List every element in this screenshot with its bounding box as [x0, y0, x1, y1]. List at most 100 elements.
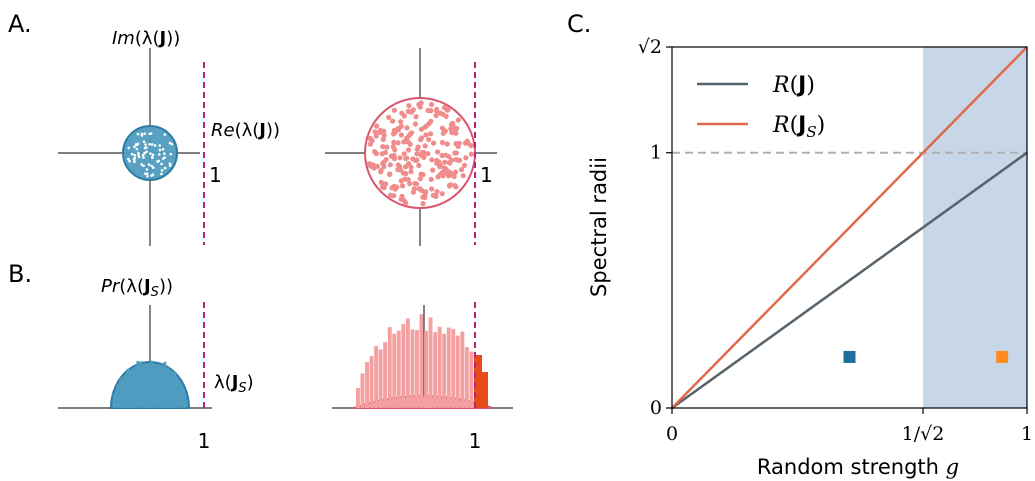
eigenvalue-point: [401, 151, 407, 157]
eigenvalue-point: [423, 189, 429, 195]
eigenvalue-point: [407, 181, 413, 187]
eigenvalue-point: [402, 164, 409, 170]
histogram-bar: [392, 333, 397, 408]
eigenvalue-point: [403, 155, 409, 162]
histogram-bar: [433, 332, 438, 408]
eigenvalue-point: [377, 129, 383, 135]
histogram-bar: [383, 342, 388, 408]
eigenvalue-point: [401, 113, 407, 119]
histogram-bar: [146, 365, 150, 408]
eigenvalue-point: [423, 123, 429, 129]
eigenvalue-point: [143, 132, 146, 135]
eigenvalue-point: [429, 186, 435, 192]
eigenvalue-point: [134, 143, 138, 146]
eigenvalue-point: [374, 123, 380, 129]
eigenvalue-point: [442, 159, 448, 165]
panel-a-left-eigenvalue-scatter: [127, 132, 174, 178]
eigenvalue-point: [142, 156, 145, 159]
eigenvalue-point: [453, 169, 459, 175]
eigenvalue-point: [398, 132, 404, 138]
panel-b-right-histogram-bars: [356, 314, 474, 408]
eigenvalue-point: [468, 151, 474, 157]
eigenvalue-point: [455, 157, 461, 163]
eigenvalue-point: [425, 151, 431, 157]
eigenvalue-point: [398, 119, 404, 125]
histogram-bar: [133, 369, 136, 408]
plot-frame: [671, 46, 1028, 409]
eigenvalue-point: [160, 162, 163, 166]
legend-label-R-JS: R(JS): [772, 113, 825, 141]
eigenvalue-point: [452, 183, 458, 189]
eigenvalue-point: [459, 167, 465, 173]
eigenvalue-point: [434, 157, 440, 164]
eigenvalue-point: [425, 107, 431, 114]
eigenvalue-point: [429, 157, 435, 163]
marker-blue: [843, 350, 856, 363]
panel-b-right-outlier-bar: [482, 372, 488, 408]
eigenvalue-point: [397, 167, 403, 173]
histogram-bar: [153, 366, 157, 408]
eigenvalue-point: [437, 172, 443, 178]
eigenvalue-point: [429, 102, 435, 108]
histogram-bar: [160, 365, 163, 408]
eigenvalue-point: [435, 149, 441, 155]
series-lines: [671, 46, 1028, 410]
eigenvalue-point: [367, 135, 373, 142]
eigenvalue-point: [395, 162, 401, 168]
eigenvalue-point: [423, 132, 429, 138]
eigenvalue-point: [158, 148, 162, 152]
eigenvalue-point: [407, 141, 413, 147]
eigenvalue-point: [170, 142, 174, 146]
histogram-bar: [139, 361, 143, 408]
eigenvalue-point: [137, 151, 140, 155]
eigenvalue-point: [448, 121, 455, 128]
histogram-bar: [119, 377, 123, 408]
eigenvalue-point: [128, 159, 131, 163]
histogram-bar: [129, 371, 133, 408]
eigenvalue-point: [409, 130, 415, 136]
eigenvalue-point: [147, 163, 151, 166]
histogram-bar: [180, 386, 184, 408]
histogram-bar: [369, 356, 374, 408]
eigenvalue-point: [418, 135, 425, 141]
panel-b-y-axis-label: Pr(λ(JS)): [101, 276, 173, 300]
eigenvalue-point: [440, 130, 446, 136]
eigenvalue-point: [439, 152, 445, 159]
histogram-bar: [163, 361, 167, 408]
eigenvalue-point: [420, 201, 426, 207]
regime-markers: [843, 350, 1009, 363]
eigenvalue-point: [373, 133, 379, 139]
eigenvalue-point: [386, 114, 392, 120]
eigenvalue-point: [421, 154, 427, 160]
eigenvalue-point: [408, 164, 414, 170]
histogram-bar: [374, 346, 379, 408]
eigenvalue-point: [388, 192, 394, 198]
eigenvalue-point: [405, 147, 412, 153]
eigenvalue-point: [410, 107, 416, 113]
eigenvalue-point: [418, 171, 424, 177]
eigenvalue-point: [405, 108, 411, 114]
eigenvalue-point: [460, 173, 466, 179]
eigenvalue-point: [378, 179, 384, 185]
eigenvalue-point: [433, 112, 439, 119]
eigenvalue-point: [133, 160, 136, 163]
panel-a-x-axis-label: Re(λ(J)): [211, 120, 280, 141]
eigenvalue-point: [148, 143, 151, 146]
x-tick-label: 1: [1021, 423, 1033, 445]
eigenvalue-point: [140, 163, 143, 166]
eigenvalue-point: [148, 132, 151, 136]
eigenvalue-point: [151, 173, 155, 176]
panel-b-right-tick-1: 1: [469, 429, 482, 453]
eigenvalue-point: [403, 200, 409, 206]
eigenvalue-point: [149, 152, 152, 155]
eigenvalue-point: [422, 143, 428, 149]
eigenvalue-point: [405, 177, 411, 183]
eigenvalue-point: [453, 130, 459, 136]
eigenvalue-point: [412, 121, 418, 127]
eigenvalue-point: [416, 101, 422, 108]
eigenvalue-point: [142, 140, 146, 144]
histogram-bar: [365, 362, 369, 408]
eigenvalue-point: [411, 186, 417, 192]
eigenvalue-point: [160, 169, 164, 172]
eigenvalue-point: [383, 181, 389, 187]
